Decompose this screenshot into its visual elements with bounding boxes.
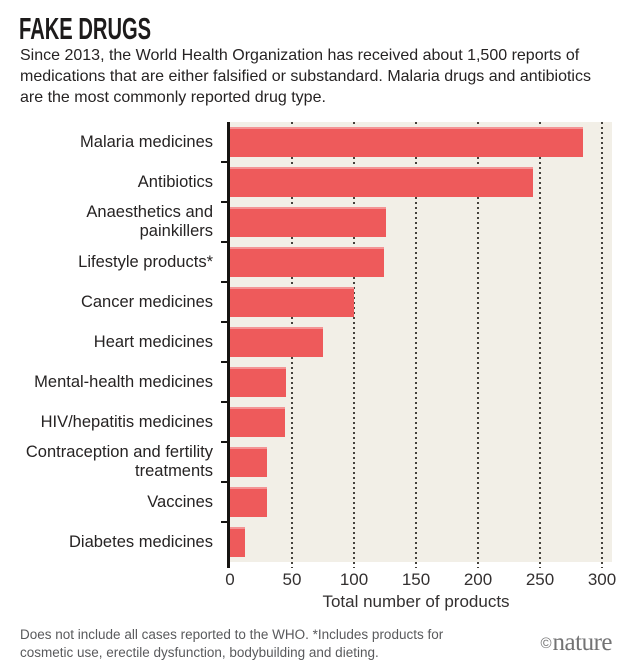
y-axis-tick bbox=[221, 161, 227, 163]
bar bbox=[230, 167, 533, 197]
x-tick-label: 0 bbox=[225, 570, 235, 589]
category-label: Diabetes medicines bbox=[69, 532, 213, 551]
category-label: Contraception and fertility treatments bbox=[25, 443, 213, 480]
bar bbox=[230, 487, 267, 517]
footnote: Does not include all cases reported to t… bbox=[20, 627, 444, 660]
brand-name: nature bbox=[552, 629, 613, 656]
bar bbox=[230, 327, 323, 357]
nature-logo: © nature bbox=[540, 629, 613, 656]
y-axis-tick bbox=[221, 241, 227, 243]
bar bbox=[230, 527, 245, 557]
category-label: Cancer medicines bbox=[80, 292, 213, 311]
x-tick-label: 250 bbox=[525, 570, 555, 589]
bar bbox=[230, 247, 384, 277]
y-axis-tick bbox=[221, 481, 227, 483]
category-label: Lifestyle products* bbox=[78, 252, 213, 271]
gridline-150 bbox=[415, 122, 417, 568]
category-label: HIV/hepatitis medicines bbox=[40, 412, 213, 431]
page-title: FAKE DRUGS bbox=[19, 11, 152, 46]
subtitle: Since 2013, the World Health Organizatio… bbox=[20, 47, 591, 106]
x-tick-label: 100 bbox=[339, 570, 369, 589]
x-tick-label: 150 bbox=[401, 570, 431, 589]
gridline-300 bbox=[601, 122, 603, 568]
plot-area bbox=[230, 122, 612, 568]
category-label: Heart medicines bbox=[93, 332, 213, 351]
y-axis-tick bbox=[221, 361, 227, 363]
bar bbox=[230, 207, 386, 237]
y-axis-tick bbox=[221, 321, 227, 323]
y-axis-tick bbox=[221, 401, 227, 403]
y-axis-tick bbox=[221, 521, 227, 523]
gridline-200 bbox=[477, 122, 479, 568]
bar bbox=[230, 367, 286, 397]
y-axis-tick bbox=[221, 281, 227, 283]
gridline-100 bbox=[353, 122, 355, 568]
x-axis-title: Total number of products bbox=[322, 592, 510, 611]
bar bbox=[230, 407, 285, 437]
x-tick-label: 50 bbox=[282, 570, 302, 589]
bar bbox=[230, 287, 354, 317]
y-axis-tick bbox=[221, 441, 227, 443]
category-label: Anaesthetics and painkillers bbox=[86, 203, 213, 240]
bar bbox=[230, 447, 267, 477]
category-label: Antibiotics bbox=[137, 172, 213, 191]
bar bbox=[230, 127, 583, 157]
category-label: Mental-health medicines bbox=[34, 372, 213, 391]
x-tick-label: 200 bbox=[463, 570, 493, 589]
y-axis-line bbox=[227, 122, 230, 568]
category-label: Malaria medicines bbox=[80, 132, 213, 151]
copyright-icon: © bbox=[540, 634, 552, 652]
gridline-250 bbox=[539, 122, 541, 568]
y-axis-tick bbox=[221, 201, 227, 203]
category-label: Vaccines bbox=[147, 492, 213, 511]
x-tick-label: 300 bbox=[587, 570, 617, 589]
